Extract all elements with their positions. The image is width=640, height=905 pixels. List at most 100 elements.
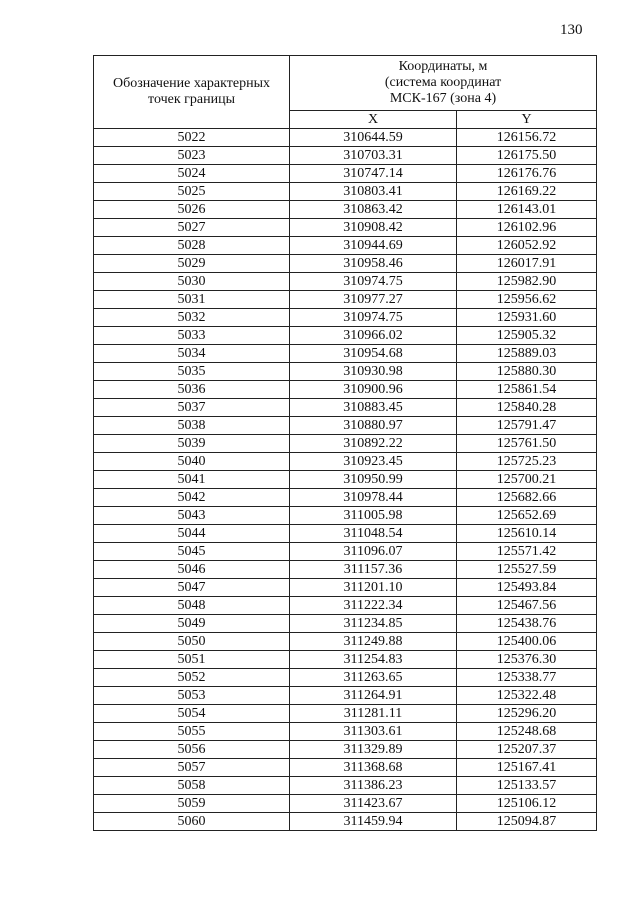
x-value: 311264.91: [289, 686, 457, 705]
point-id: 5042: [93, 488, 290, 507]
point-id: 5034: [93, 344, 290, 363]
x-value: 311096.07: [289, 542, 457, 561]
table-row: 5023 310703.31 126175.50: [93, 146, 597, 165]
y-value: 126143.01: [456, 200, 597, 219]
table-row: 5026 310863.42 126143.01: [93, 200, 597, 219]
point-id: 5025: [93, 182, 290, 201]
table-row: 5031 310977.27 125956.62: [93, 290, 597, 309]
header-point-label: Обозначение характерных точек границы: [93, 55, 290, 129]
point-id: 5043: [93, 506, 290, 525]
x-value: 311254.83: [289, 650, 457, 669]
table-row: 5060 311459.94 125094.87: [93, 812, 597, 831]
y-value: 125527.59: [456, 560, 597, 579]
point-id: 5022: [93, 128, 290, 147]
x-value: 310966.02: [289, 326, 457, 345]
table-row: 5032 310974.75 125931.60: [93, 308, 597, 327]
y-value: 125889.03: [456, 344, 597, 363]
table-row: 5034 310954.68 125889.03: [93, 344, 597, 363]
point-id: 5050: [93, 632, 290, 651]
y-value: 125791.47: [456, 416, 597, 435]
x-value: 311281.11: [289, 704, 457, 723]
y-value: 125956.62: [456, 290, 597, 309]
point-id: 5055: [93, 722, 290, 741]
x-value: 310747.14: [289, 164, 457, 183]
table-row: 5047 311201.10 125493.84: [93, 578, 597, 597]
y-value: 125652.69: [456, 506, 597, 525]
x-value: 311048.54: [289, 524, 457, 543]
point-id: 5046: [93, 560, 290, 579]
x-value: 310880.97: [289, 416, 457, 435]
point-id: 5045: [93, 542, 290, 561]
x-value: 311386.23: [289, 776, 457, 795]
point-id: 5041: [93, 470, 290, 489]
x-value: 311249.88: [289, 632, 457, 651]
y-value: 125248.68: [456, 722, 597, 741]
table-row: 5027 310908.42 126102.96: [93, 218, 597, 237]
x-value: 310883.45: [289, 398, 457, 417]
table-row: 5056 311329.89 125207.37: [93, 740, 597, 759]
y-value: 126176.76: [456, 164, 597, 183]
point-id: 5030: [93, 272, 290, 291]
table-row: 5039 310892.22 125761.50: [93, 434, 597, 453]
table-row: 5053 311264.91 125322.48: [93, 686, 597, 705]
point-id: 5044: [93, 524, 290, 543]
point-id: 5033: [93, 326, 290, 345]
table-row: 5049 311234.85 125438.76: [93, 614, 597, 633]
y-value: 125493.84: [456, 578, 597, 597]
x-value: 310923.45: [289, 452, 457, 471]
table-row: 5044 311048.54 125610.14: [93, 524, 597, 543]
y-value: 125207.37: [456, 740, 597, 759]
y-value: 125840.28: [456, 398, 597, 417]
x-value: 310863.42: [289, 200, 457, 219]
point-id: 5036: [93, 380, 290, 399]
table-row: 5025 310803.41 126169.22: [93, 182, 597, 201]
y-value: 125571.42: [456, 542, 597, 561]
x-value: 310644.59: [289, 128, 457, 147]
y-value: 125338.77: [456, 668, 597, 687]
table-row: 5050 311249.88 125400.06: [93, 632, 597, 651]
header-coordinates: Координаты, м (система координат МСК-167…: [289, 55, 597, 111]
point-id: 5051: [93, 650, 290, 669]
point-id: 5028: [93, 236, 290, 255]
point-id: 5048: [93, 596, 290, 615]
point-id: 5024: [93, 164, 290, 183]
table-row: 5059 311423.67 125106.12: [93, 794, 597, 813]
point-id: 5029: [93, 254, 290, 273]
point-id: 5023: [93, 146, 290, 165]
point-id: 5032: [93, 308, 290, 327]
x-value: 310944.69: [289, 236, 457, 255]
table-row: 5043 311005.98 125652.69: [93, 506, 597, 525]
y-value: 125861.54: [456, 380, 597, 399]
y-value: 125167.41: [456, 758, 597, 777]
table-row: 5057 311368.68 125167.41: [93, 758, 597, 777]
point-id: 5052: [93, 668, 290, 687]
point-id: 5053: [93, 686, 290, 705]
point-id: 5054: [93, 704, 290, 723]
x-value: 310974.75: [289, 272, 457, 291]
point-id: 5037: [93, 398, 290, 417]
x-value: 310958.46: [289, 254, 457, 273]
x-value: 310930.98: [289, 362, 457, 381]
x-value: 311234.85: [289, 614, 457, 633]
table-row: 5038 310880.97 125791.47: [93, 416, 597, 435]
point-id: 5039: [93, 434, 290, 453]
y-value: 125761.50: [456, 434, 597, 453]
y-value: 125982.90: [456, 272, 597, 291]
y-value: 125400.06: [456, 632, 597, 651]
y-value: 125905.32: [456, 326, 597, 345]
x-value: 310978.44: [289, 488, 457, 507]
y-value: 126156.72: [456, 128, 597, 147]
table-row: 5033 310966.02 125905.32: [93, 326, 597, 345]
x-value: 310908.42: [289, 218, 457, 237]
coordinates-table: Обозначение характерных точек границы Ко…: [93, 55, 597, 831]
x-value: 310900.96: [289, 380, 457, 399]
y-value: 125682.66: [456, 488, 597, 507]
y-value: 125725.23: [456, 452, 597, 471]
y-value: 126102.96: [456, 218, 597, 237]
y-value: 125610.14: [456, 524, 597, 543]
point-id: 5026: [93, 200, 290, 219]
x-value: 311157.36: [289, 560, 457, 579]
point-id: 5031: [93, 290, 290, 309]
x-value: 311329.89: [289, 740, 457, 759]
y-value: 125133.57: [456, 776, 597, 795]
